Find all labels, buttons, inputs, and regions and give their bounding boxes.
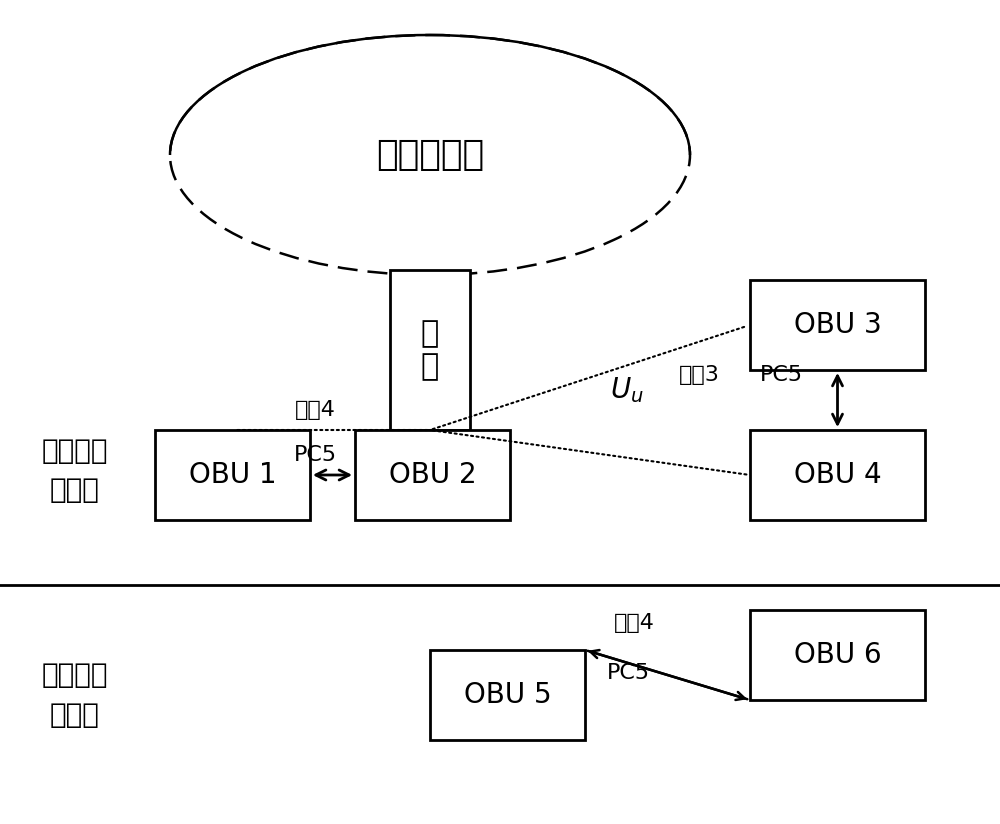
- Text: 模式4: 模式4: [295, 400, 335, 420]
- Text: 基
站: 基 站: [421, 319, 439, 382]
- Bar: [750, 610, 925, 700]
- Bar: [355, 430, 510, 520]
- Text: OBU 6: OBU 6: [794, 641, 881, 669]
- Text: OBU 1: OBU 1: [189, 461, 276, 489]
- Text: PC5: PC5: [760, 365, 803, 385]
- Text: $U_u$: $U_u$: [610, 375, 644, 405]
- Bar: [750, 430, 925, 520]
- Text: OBU 3: OBU 3: [794, 311, 881, 339]
- Text: 网络覆盖
区域内: 网络覆盖 区域内: [42, 437, 108, 503]
- Text: OBU 2: OBU 2: [389, 461, 476, 489]
- Text: 模式3: 模式3: [679, 365, 720, 385]
- Text: PC5: PC5: [293, 445, 337, 465]
- Text: OBU 5: OBU 5: [464, 681, 551, 709]
- Bar: [390, 270, 470, 430]
- Bar: [750, 280, 925, 370]
- Bar: [155, 430, 310, 520]
- Bar: [430, 650, 585, 740]
- Text: OBU 4: OBU 4: [794, 461, 881, 489]
- Text: PC5: PC5: [607, 663, 650, 683]
- Text: 模式4: 模式4: [614, 613, 655, 633]
- Text: 网络覆盖
区域外: 网络覆盖 区域外: [42, 662, 108, 728]
- Text: 蜂窝通信网: 蜂窝通信网: [376, 138, 484, 172]
